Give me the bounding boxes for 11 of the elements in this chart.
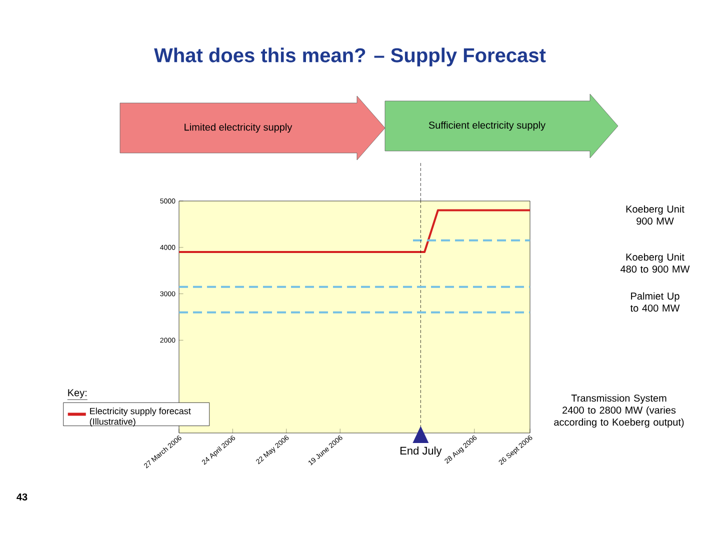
text: Koeberg Unit 900 MW: [626, 205, 684, 225]
text: Transmission System 2400 to 2800 MW (varies according to Koeberg output): [554, 394, 684, 428]
text: Sufficient electricity supply: [428, 121, 546, 131]
ref-line-label: End July: [400, 446, 442, 457]
legend-title: Key:: [68, 389, 86, 398]
chart-title: What does this mean? – Supply Forecast: [154, 48, 546, 66]
text: 43: [16, 493, 28, 501]
text: Palmiet Up to 400 MW: [630, 292, 680, 312]
legend-label: Electricity supply forecast (Illustrative): [90, 408, 191, 427]
text: Koeberg Unit 480 to 900 MW: [620, 253, 690, 273]
text: Limited electricity supply: [184, 123, 292, 133]
